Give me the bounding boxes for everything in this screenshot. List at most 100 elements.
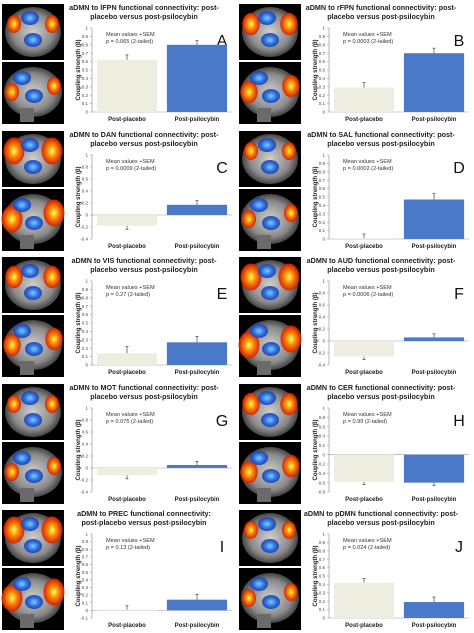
panel-letter: E — [217, 286, 228, 303]
y-tick-label: 0.4 — [82, 76, 89, 81]
activation-cool — [261, 286, 279, 300]
activation-cool — [258, 391, 276, 405]
y-tick-label: 1 — [322, 279, 325, 284]
y-tick-label: 0.4 — [319, 434, 326, 439]
y-tick-label: -0.1 — [80, 616, 88, 621]
y-tick-label: 0.7 — [319, 51, 326, 56]
y-tick-label: 0.6 — [82, 177, 89, 182]
y-tick-label: 0.4 — [82, 189, 89, 194]
activation-cool — [24, 160, 42, 174]
y-tick-label: 1 — [85, 279, 88, 284]
y-tick-label: 0.4 — [82, 577, 89, 582]
bar-post-placebo — [96, 468, 158, 476]
bar-post-placebo — [96, 59, 158, 112]
bar-post-placebo — [96, 215, 158, 226]
bar-post-psilocybin — [403, 53, 465, 112]
y-tick-label: 0.4 — [319, 203, 326, 208]
y-tick-label: 0.5 — [82, 321, 89, 326]
x-category-label: Post-placebo — [345, 244, 383, 250]
activation-cool — [25, 342, 43, 356]
activation-hot — [3, 516, 25, 544]
y-tick-label: 0.4 — [319, 76, 326, 81]
x-category-label: Post-placebo — [345, 497, 383, 503]
y-axis-label: Coupling strength (β) — [313, 167, 319, 228]
y-tick-label: 0.8 — [82, 295, 89, 300]
activation-hot — [242, 392, 260, 416]
y-tick-label: 0.2 — [82, 346, 89, 351]
activation-hot — [280, 325, 302, 353]
stats-mean-label: Mean values +SEM — [343, 538, 392, 544]
chart-title-line1: aDMN to AUD functional connectivity: pos… — [307, 256, 456, 265]
y-tick-label: 1 — [322, 532, 325, 537]
y-axis-label: Coupling strength (β) — [313, 40, 319, 101]
stats-p-value: p = 0.075 (2-tailed) — [106, 419, 153, 425]
y-tick-label: 0.3 — [319, 590, 326, 595]
bar-post-placebo — [333, 87, 395, 112]
chart-title-line1: aDMN to SAL functional connectivity: pos… — [307, 130, 455, 139]
y-tick-label: 0.3 — [82, 337, 89, 342]
activation-hot — [5, 83, 19, 101]
y-axis-label: Coupling strength (β) — [76, 40, 82, 101]
chart-title-line1: aDMN to CER functional connectivity: pos… — [307, 383, 456, 392]
panel-letter: A — [217, 33, 228, 50]
chart-title-line2: placebo versus post-psilocybin — [327, 12, 434, 21]
x-category-label: Post-placebo — [108, 370, 146, 376]
y-tick-label: -0.2 — [317, 351, 325, 356]
activation-cool — [13, 198, 31, 212]
y-tick-label: 0.5 — [319, 574, 326, 579]
bar-post-psilocybin — [403, 199, 465, 239]
bar-post-psilocybin — [166, 342, 228, 365]
brainstem — [257, 361, 271, 375]
y-tick-label: 0.2 — [319, 443, 326, 448]
y-tick-label: 0.2 — [319, 93, 326, 98]
y-tick-label: 0 — [85, 213, 88, 218]
y-tick-label: 0.3 — [82, 585, 89, 590]
y-tick-label: 1 — [85, 406, 88, 411]
y-tick-label: 0.8 — [82, 165, 89, 170]
x-category-label: Post-placebo — [108, 623, 146, 629]
y-tick-label: 0 — [322, 237, 325, 242]
y-tick-label: 0.3 — [82, 84, 89, 89]
activation-hot — [244, 142, 258, 160]
brain-scan-images — [2, 257, 64, 377]
activation-hot — [1, 205, 23, 233]
stats-p-value: p = 0.0006 (2-tailed) — [343, 292, 393, 298]
x-category-label: Post-psilocybin — [175, 370, 220, 376]
activation-cool — [262, 342, 280, 356]
panel-letter: B — [454, 33, 465, 50]
activation-hot — [242, 589, 256, 607]
stats-mean-label: Mean values +SEM — [106, 32, 155, 38]
x-category-label: Post-psilocybin — [175, 623, 220, 629]
activation-cool — [21, 11, 39, 25]
stats-p-value: p = 0.13 (2-tailed) — [106, 545, 150, 551]
bar-post-psilocybin — [403, 454, 465, 483]
activation-cool — [13, 451, 31, 465]
y-tick-label: 0.2 — [319, 327, 326, 332]
y-tick-label: 0.5 — [319, 195, 326, 200]
bar-post-psilocybin — [166, 599, 228, 611]
y-tick-label: 0.8 — [82, 418, 89, 423]
activation-cool — [250, 451, 268, 465]
y-axis-label: Coupling strength (β) — [313, 293, 319, 354]
y-tick-label: 0 — [322, 452, 325, 457]
y-tick-label: 0 — [322, 616, 325, 621]
y-axis-label: Coupling strength (β) — [76, 420, 82, 481]
activation-hot — [280, 12, 298, 36]
panel-letter: J — [455, 539, 463, 556]
activation-hot — [43, 199, 65, 227]
x-category-label: Post-placebo — [345, 370, 383, 376]
chart-title-line1: aDMN to lFPN functional connectivity: po… — [69, 3, 219, 12]
x-category-label: Post-placebo — [345, 117, 383, 123]
activation-cool — [262, 89, 280, 103]
y-tick-label: 0.8 — [82, 547, 89, 552]
activation-hot — [240, 263, 262, 291]
chart-title-line2: placebo versus post-psilocybin — [327, 265, 434, 274]
activation-cool — [262, 595, 280, 609]
activation-cool — [25, 469, 43, 483]
activation-cool — [258, 11, 276, 25]
y-tick-label: 0.6 — [319, 186, 326, 191]
y-tick-label: 0.8 — [82, 42, 89, 47]
y-tick-label: 0.2 — [82, 93, 89, 98]
y-tick-label: 0.9 — [319, 34, 326, 39]
